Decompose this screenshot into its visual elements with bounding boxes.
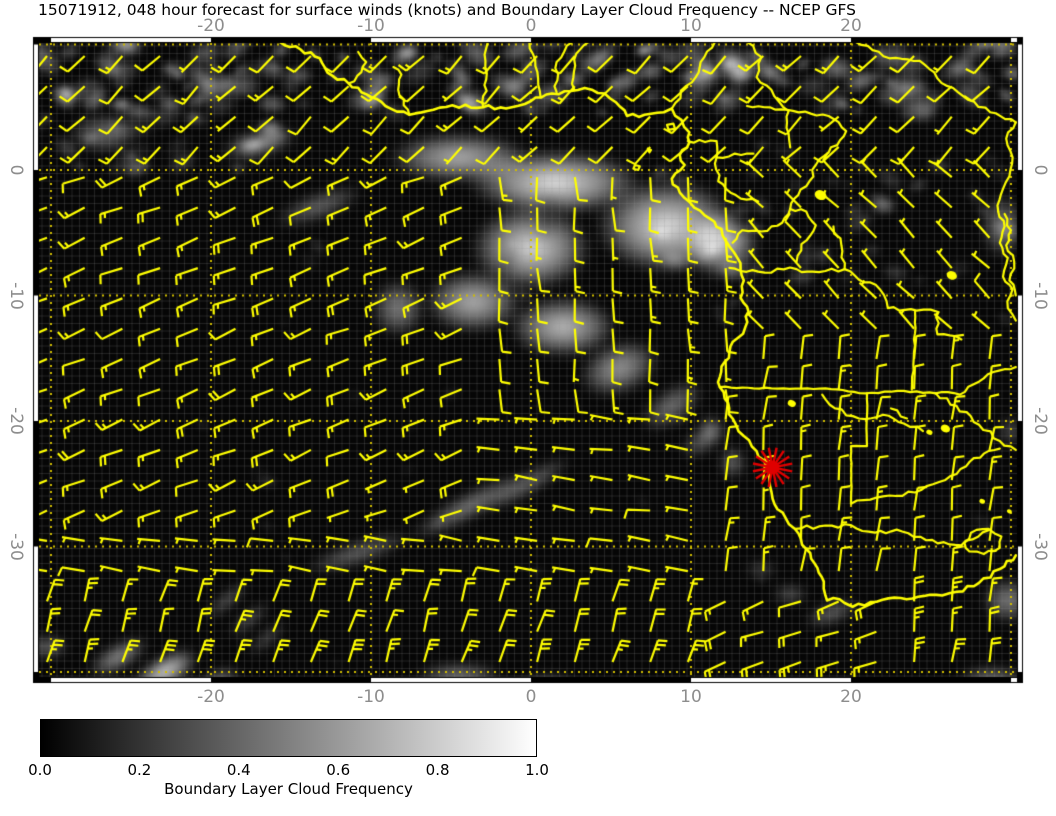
lat-tick-label-right: -30 [1030,532,1050,561]
lon-tick-label-top: -10 [357,16,385,36]
lon-tick-label-bottom: 20 [840,687,862,707]
lon-tick-label-bottom: -20 [197,687,225,707]
colorbar-tick-label: 0.0 [28,761,52,779]
lat-tick-label-left: -30 [6,532,26,561]
lon-tick-label-bottom: -10 [357,687,385,707]
lat-tick-label-right: -20 [1030,407,1050,435]
colorbar-tick-label: 0.2 [127,761,152,779]
lat-tick-label-left: -10 [6,281,26,310]
colorbar-tick-label: 0.4 [226,761,251,779]
colorbar-tick-label: 0.8 [425,761,450,779]
lat-tick-label-right: -10 [1030,281,1050,310]
colorbar-tick-label: 1.0 [525,761,549,779]
lat-tick-label-left: -20 [6,407,26,435]
lon-tick-label-top: 0 [525,16,537,36]
lon-tick-label-bottom: 10 [680,687,702,707]
lat-tick-label-left: 0 [6,164,26,176]
lon-tick-label-top: -20 [197,16,225,36]
lon-tick-label-top: 10 [680,16,702,36]
lat-tick-label-right: 0 [1030,164,1050,176]
colorbar-tick-label: 0.6 [326,761,351,779]
lon-tick-label-bottom: 0 [525,687,537,707]
colorbar-gradient [40,719,537,757]
colorbar-caption: Boundary Layer Cloud Frequency [164,780,413,798]
lon-tick-label-top: 20 [840,16,862,36]
